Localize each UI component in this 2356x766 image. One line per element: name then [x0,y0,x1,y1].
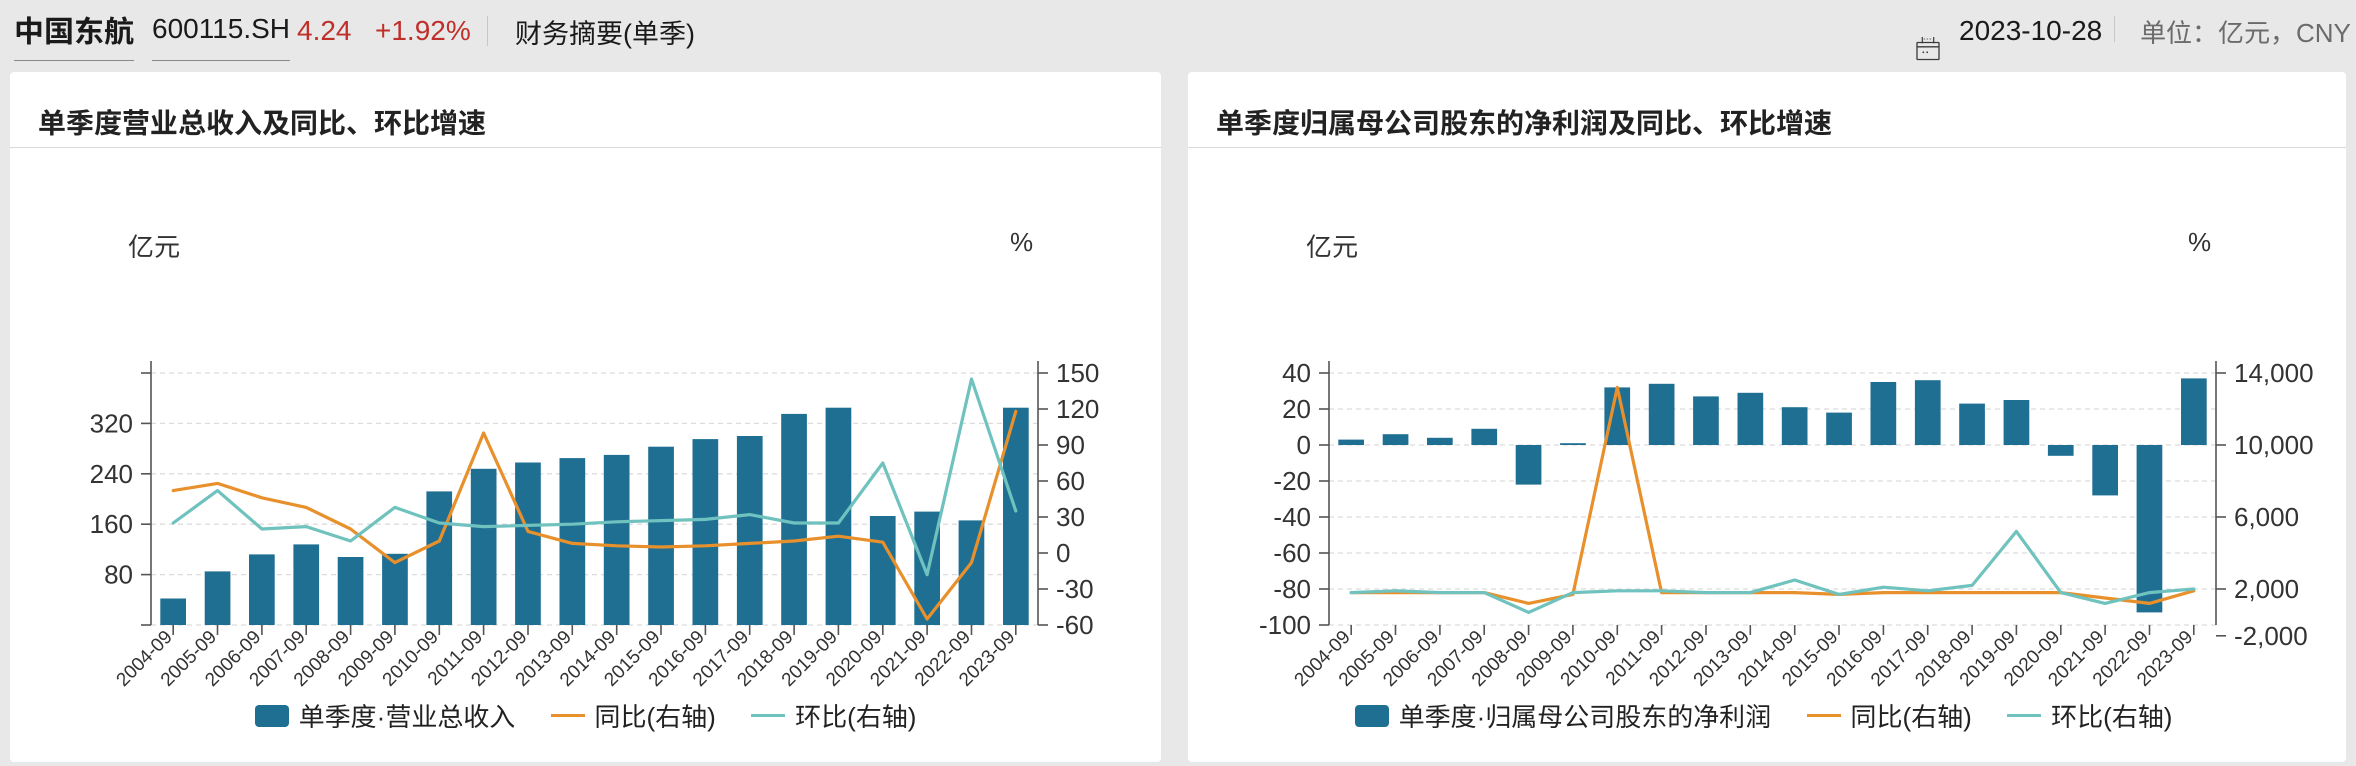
svg-text:2,000: 2,000 [2234,574,2299,604]
svg-text:150: 150 [1056,358,1099,388]
svg-text:6,000: 6,000 [2234,502,2299,532]
svg-text:90: 90 [1056,430,1085,460]
svg-text:60: 60 [1056,466,1085,496]
svg-text:320: 320 [90,408,133,438]
svg-text:-100: -100 [1259,610,1311,640]
svg-text:10,000: 10,000 [2234,430,2314,460]
svg-text:80: 80 [104,560,133,590]
svg-text:-60: -60 [1056,610,1094,640]
svg-text:-20: -20 [1273,466,1311,496]
svg-text:160: 160 [90,509,133,539]
svg-text:30: 30 [1056,502,1085,532]
svg-text:14,000: 14,000 [2234,358,2314,388]
svg-text:0: 0 [1056,538,1070,568]
svg-text:240: 240 [90,459,133,489]
svg-text:-40: -40 [1273,502,1311,532]
svg-text:40: 40 [1282,358,1311,388]
svg-text:-2,000: -2,000 [2234,621,2308,651]
svg-text:0: 0 [1297,430,1311,460]
svg-text:-30: -30 [1056,574,1094,604]
svg-text:-60: -60 [1273,538,1311,568]
svg-text:20: 20 [1282,394,1311,424]
svg-text:120: 120 [1056,394,1099,424]
svg-text:-80: -80 [1273,574,1311,604]
